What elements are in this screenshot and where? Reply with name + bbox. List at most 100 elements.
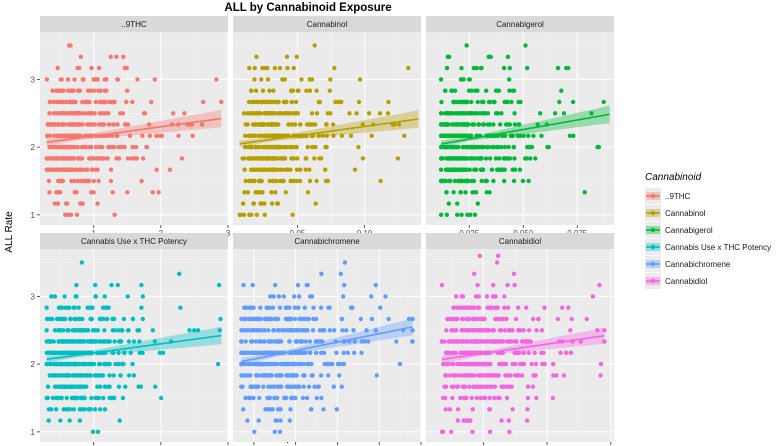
data-point xyxy=(140,350,145,355)
data-point xyxy=(277,144,282,150)
data-point xyxy=(478,328,484,333)
data-point xyxy=(306,384,312,389)
data-point xyxy=(241,282,246,288)
data-point xyxy=(262,339,267,344)
data-point xyxy=(259,77,264,82)
data-point xyxy=(157,350,162,355)
data-point xyxy=(279,156,285,161)
data-point xyxy=(293,99,299,105)
data-point xyxy=(280,167,285,172)
data-point xyxy=(516,350,522,355)
data-point xyxy=(154,133,160,138)
data-point xyxy=(297,328,302,333)
data-point xyxy=(111,99,116,105)
data-point xyxy=(88,156,93,161)
data-point xyxy=(493,156,499,161)
data-point xyxy=(91,339,96,344)
data-point xyxy=(59,350,64,355)
data-point xyxy=(449,361,455,367)
data-point xyxy=(93,395,98,401)
data-point xyxy=(293,111,299,116)
data-point xyxy=(357,77,363,82)
data-point xyxy=(54,88,59,93)
data-point xyxy=(285,305,290,310)
data-point xyxy=(93,282,98,288)
data-point xyxy=(247,328,253,333)
data-point xyxy=(51,99,56,105)
fit-line xyxy=(46,117,222,144)
data-point xyxy=(535,122,540,127)
data-point xyxy=(461,305,466,310)
data-point xyxy=(272,65,278,71)
data-point xyxy=(490,328,495,333)
data-point xyxy=(551,361,556,367)
data-point xyxy=(477,373,482,378)
data-point xyxy=(538,111,543,116)
data-point xyxy=(261,328,267,333)
data-point xyxy=(46,178,52,184)
data-point xyxy=(453,350,459,355)
data-point xyxy=(578,339,583,344)
data-point xyxy=(260,361,265,367)
data-point xyxy=(484,294,490,299)
data-point xyxy=(122,144,127,150)
data-point xyxy=(291,178,297,184)
data-point xyxy=(341,361,347,367)
data-point xyxy=(491,282,496,288)
points-cannabigerol xyxy=(438,43,606,217)
data-point xyxy=(64,395,69,401)
data-point xyxy=(190,133,195,138)
data-point xyxy=(273,133,278,138)
data-point xyxy=(460,178,465,184)
data-point xyxy=(307,361,312,367)
data-point xyxy=(507,156,513,161)
data-point xyxy=(446,133,451,138)
data-point xyxy=(360,156,366,161)
data-point xyxy=(561,373,567,378)
data-point xyxy=(255,111,260,116)
data-point xyxy=(511,144,517,150)
data-point xyxy=(539,328,545,333)
data-point xyxy=(299,350,305,355)
data-point xyxy=(109,133,115,138)
data-point xyxy=(440,429,446,434)
data-point xyxy=(284,144,289,150)
panel-strip-label: Cannabigerol xyxy=(496,20,544,29)
data-point xyxy=(410,339,415,344)
data-point xyxy=(510,328,515,333)
data-point xyxy=(321,350,327,355)
data-point xyxy=(71,99,76,105)
data-point xyxy=(305,144,310,150)
data-point xyxy=(58,328,64,333)
data-point xyxy=(263,167,268,172)
data-point xyxy=(267,88,272,93)
data-point xyxy=(468,212,473,217)
y-tick-label: 2 xyxy=(31,143,36,152)
data-point xyxy=(462,156,468,161)
data-point xyxy=(239,316,244,322)
data-point xyxy=(334,407,339,412)
data-point xyxy=(485,111,491,116)
data-point xyxy=(110,190,115,195)
data-point xyxy=(89,395,94,401)
data-point xyxy=(75,178,81,184)
data-point xyxy=(559,88,564,93)
data-point xyxy=(332,65,337,71)
data-point xyxy=(248,144,254,150)
data-point xyxy=(468,305,474,310)
data-point xyxy=(150,190,155,195)
data-point xyxy=(378,178,383,184)
data-point xyxy=(286,122,291,127)
data-point xyxy=(215,361,221,367)
data-point xyxy=(318,305,324,310)
data-point xyxy=(369,316,375,322)
data-point xyxy=(77,65,82,71)
data-point xyxy=(277,305,283,310)
data-point xyxy=(506,144,511,150)
data-point xyxy=(102,407,108,412)
data-point xyxy=(73,167,78,172)
data-point xyxy=(550,395,556,401)
data-point xyxy=(507,77,512,82)
data-point xyxy=(473,190,479,195)
data-point xyxy=(475,201,480,206)
